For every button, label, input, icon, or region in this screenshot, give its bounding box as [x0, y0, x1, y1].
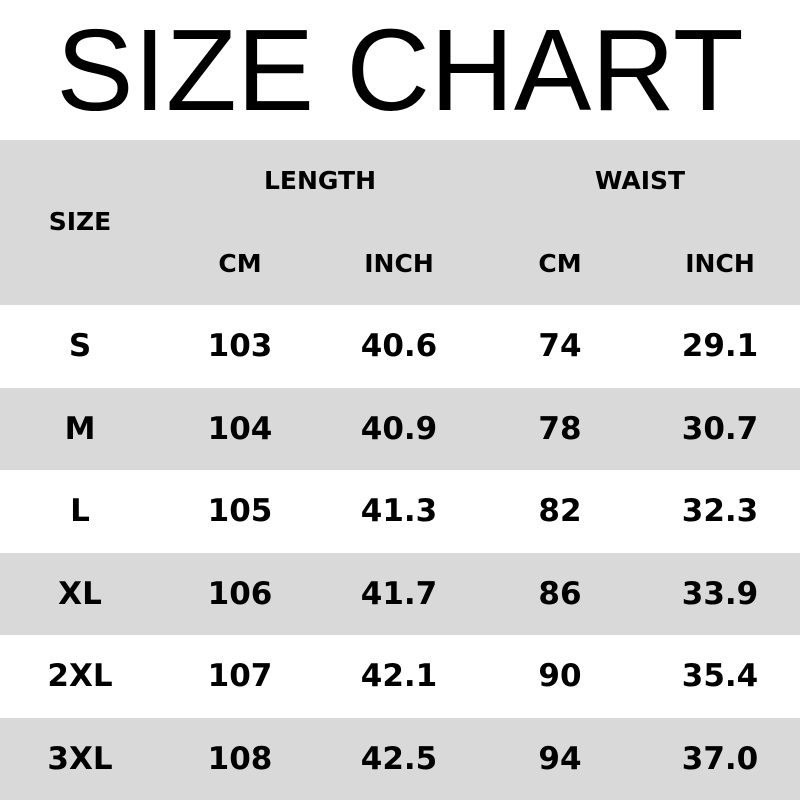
length-inch-cell: 41.3 — [360, 493, 438, 530]
waist-cm-cell: 90 — [538, 658, 582, 695]
waist-cm-cell: 86 — [538, 575, 582, 612]
waist-inch-cell: 33.9 — [681, 575, 759, 612]
length-cm-cell: 107 — [207, 658, 273, 695]
waist-cm-cell: 82 — [538, 493, 582, 530]
waist-inch-cell: 37.0 — [681, 740, 759, 777]
waist-inch-cell: 35.4 — [681, 658, 759, 695]
length-cm-cell: 104 — [207, 410, 273, 447]
size-cell: 2XL — [47, 658, 113, 695]
length-inch-cell: 40.9 — [360, 410, 438, 447]
length-inch-cell: 40.6 — [360, 328, 438, 365]
size-cell: 3XL — [47, 740, 113, 777]
length-inch-cell: 41.7 — [360, 575, 438, 612]
length-inch-header: INCH — [364, 249, 434, 278]
chart-title: SIZE CHART — [56, 5, 744, 135]
waist-inch-cell: 30.7 — [681, 410, 759, 447]
table-row: 3XL 108 42.5 94 37.0 — [0, 717, 800, 800]
length-cm-cell: 106 — [207, 575, 273, 612]
waist-cm-header: CM — [538, 249, 582, 278]
table-row: 2XL 107 42.1 90 35.4 — [0, 635, 800, 718]
waist-cm-cell: 78 — [538, 410, 582, 447]
waist-cm-cell: 74 — [538, 328, 582, 365]
length-inch-cell: 42.5 — [360, 740, 438, 777]
waist-inch-cell: 29.1 — [681, 328, 759, 365]
waist-cm-cell: 94 — [538, 740, 582, 777]
size-cell: M — [64, 410, 96, 447]
table-header: SIZE LENGTH WAIST CM INCH CM INCH — [0, 140, 800, 305]
size-header: SIZE — [48, 207, 112, 236]
waist-header: WAIST — [594, 166, 686, 195]
waist-inch-cell: 32.3 — [681, 493, 759, 530]
waist-inch-header: INCH — [685, 249, 755, 278]
table-row: L 105 41.3 82 32.3 — [0, 470, 800, 553]
table-row: M 104 40.9 78 30.7 — [0, 387, 800, 470]
length-header: LENGTH — [264, 166, 376, 195]
length-cm-cell: 103 — [207, 328, 273, 365]
length-cm-cell: 105 — [207, 493, 273, 530]
table-row: XL 106 41.7 86 33.9 — [0, 552, 800, 635]
length-cm-cell: 108 — [207, 740, 273, 777]
size-cell: L — [70, 493, 90, 530]
length-cm-header: CM — [218, 249, 262, 278]
size-cell: XL — [58, 575, 102, 612]
length-inch-cell: 42.1 — [360, 658, 438, 695]
table-row: S 103 40.6 74 29.1 — [0, 305, 800, 388]
size-cell: S — [68, 328, 92, 365]
